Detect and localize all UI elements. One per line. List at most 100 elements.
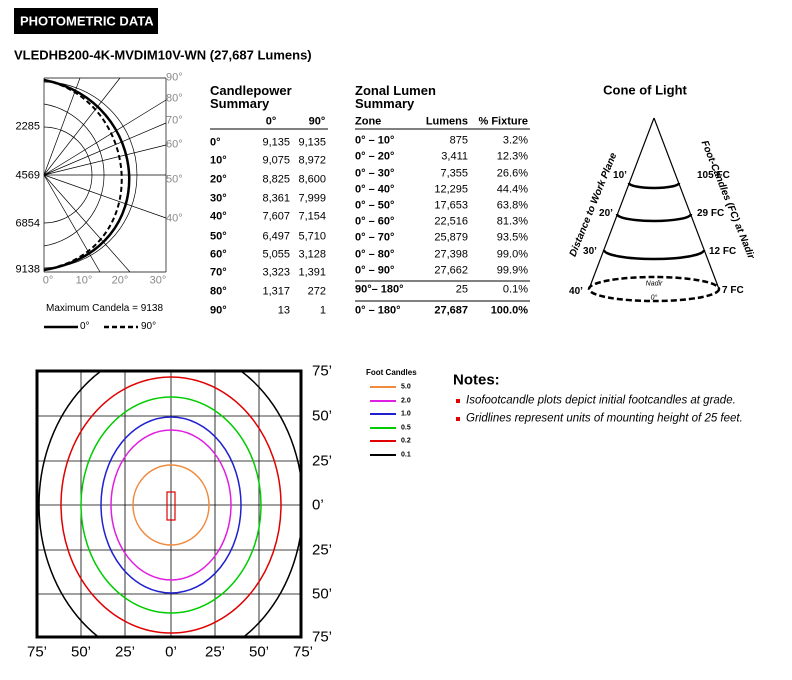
cell: 9,135 [298,136,326,149]
angle-label: 40° [166,212,183,225]
cell: 17,653 [434,199,468,212]
cell: 12,295 [434,183,468,196]
iso-frame [35,369,303,639]
angle-label: 70° [166,114,183,127]
nadir-label: Nadir [645,280,663,288]
row-label: 0° – 60° [355,215,395,228]
cone-title: Cone of Light [603,82,687,98]
cell: 63.8% [496,199,528,212]
axis-label: 50’ [312,407,333,425]
bullet [456,399,460,403]
curve-0 [43,78,131,272]
cell: 875 [449,134,468,147]
angle-label: 0° [42,274,54,287]
legend-label: 5.0 [401,383,411,391]
cone [587,117,721,303]
radial-label: 6854 [15,217,40,230]
cell: 25 [455,283,468,296]
cell: 81.3% [496,215,528,228]
axis-label: 25’ [312,452,333,470]
iso-grid [37,371,301,637]
row-label: 80° [210,285,227,298]
row-label: 20° [210,173,227,186]
nadir-angle: 0° [650,294,658,302]
fc-label: 12 FC [709,246,737,257]
cell: 8,361 [262,192,290,205]
cell: 13 [277,304,290,317]
angle-label: 20° [111,274,129,287]
note: Gridlines represent units of mounting he… [466,412,743,425]
cell: 0.1% [502,283,528,296]
cell: 99.9% [496,264,528,277]
column-header: 0° [265,115,277,128]
cell: 12.3% [496,150,528,163]
cell: 7,355 [440,167,468,180]
row-label: 40° [210,210,227,223]
height-label: 10’ [613,170,627,181]
cell: 99.0% [496,248,528,261]
row-label: 30° [210,192,227,205]
cell: 44.4% [496,183,528,196]
row-label: 0° – 30° [355,167,395,180]
table-title: Zonal Lumen Summary [355,83,436,111]
column-header: % Fixture [478,115,528,128]
radial-label: 2285 [15,120,40,133]
angle-label: 30° [149,274,167,287]
badge: PHOTOMETRIC DATA [20,13,154,29]
height-label: 20’ [599,208,613,219]
row-label: 0° – 10° [355,134,395,147]
legend-label: 1.0 [401,410,411,418]
notes-title: Notes: [453,371,500,389]
cell: 5,710 [298,230,326,243]
fc-label: 7 FC [722,285,744,296]
cell: 272 [307,285,326,298]
cell: 100.0% [490,304,528,317]
table-rules [210,128,530,302]
curve-90 [43,79,123,271]
legend-label: 0° [80,321,90,332]
cell: 9,135 [262,136,290,149]
angle-label: 90° [166,71,183,84]
height-label: 30’ [583,246,597,257]
angle-label: 10° [75,274,93,287]
cell: 3,128 [298,248,326,261]
cell: 8,972 [298,154,326,167]
bullet [456,417,460,421]
fixture [166,491,176,521]
cell: 27,687 [434,304,468,317]
legend-label: 0.2 [401,437,411,445]
axis-label: 75’ [26,643,48,661]
cell: 6,497 [262,230,290,243]
cell: 7,154 [298,210,326,223]
cell: 3.2% [502,134,528,147]
cell: 3,411 [441,150,468,163]
axis-label: 50’ [248,643,270,661]
cell: 27,662 [434,264,468,277]
cell: 93.5% [496,231,528,244]
iso-legend-lines [370,386,396,456]
cell: 7,607 [262,210,290,223]
height-label: 40’ [569,286,583,297]
row-label: 50° [210,230,227,243]
badge-bg [14,8,158,34]
row-label: 0° – 50° [355,199,395,212]
cell: 22,516 [434,215,468,228]
cell: 8,825 [262,173,290,186]
row-label: 90°– 180° [355,283,404,296]
legend-label: 2.0 [401,397,411,405]
angle-label: 60° [166,138,183,151]
row-label: 0° – 20° [355,150,395,163]
axis-label: 75’ [292,643,314,661]
cell: 26.6% [496,167,528,180]
row-label: 0° – 40° [355,183,395,196]
row-label: 0° – 80° [355,248,395,261]
axis-label: 75’ [312,628,333,646]
iso-contours [38,371,301,637]
row-label: 10° [210,154,227,167]
row-label: 0° – 90° [355,264,395,277]
angle-label: 80° [166,92,183,105]
table-title: Candlepower Summary [210,83,292,111]
column-header: Lumens [425,115,468,128]
